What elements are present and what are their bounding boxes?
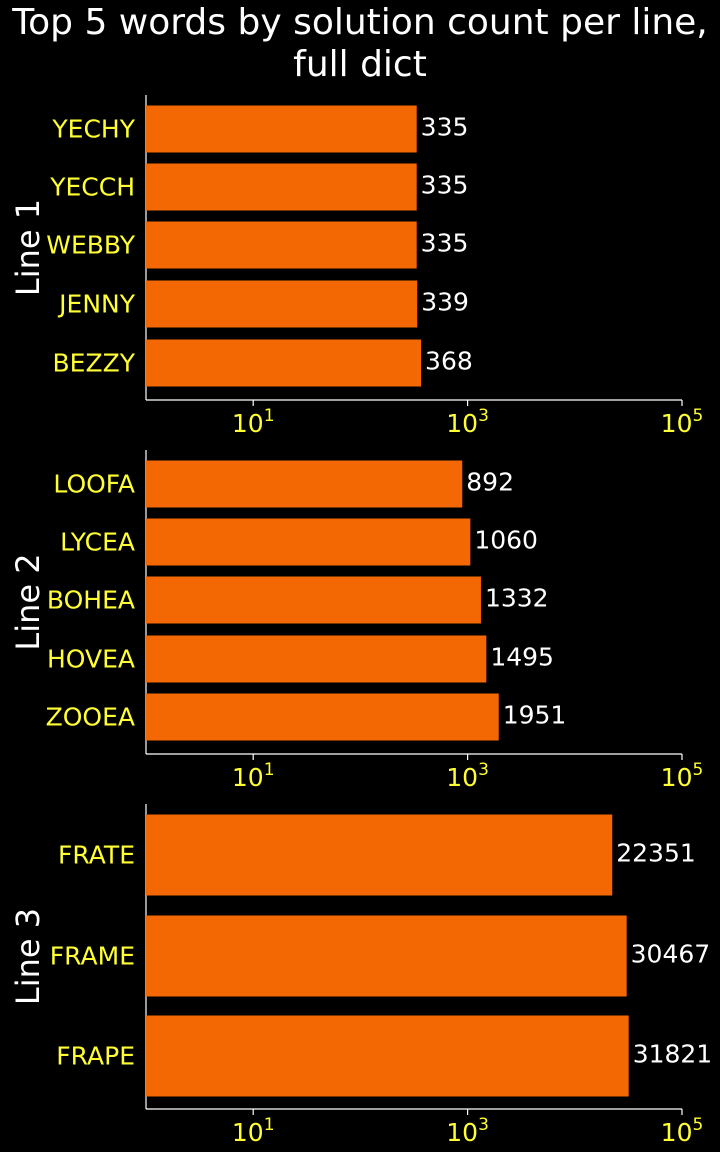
value-label: 335 <box>421 171 469 200</box>
bar <box>146 1015 629 1097</box>
value-label: 1332 <box>485 584 549 613</box>
bar <box>146 814 613 896</box>
value-label: 335 <box>421 229 469 258</box>
y-axis-label: Line 3 <box>9 908 47 1005</box>
value-label: 1951 <box>503 701 567 730</box>
value-label: 1495 <box>490 643 554 672</box>
category-label: FRAPE <box>56 1042 135 1071</box>
bar <box>146 163 417 211</box>
category-label: ZOOEA <box>46 703 135 732</box>
category-label: LOOFA <box>53 470 135 499</box>
bar <box>146 693 499 741</box>
bar <box>146 635 487 683</box>
bar <box>146 339 422 387</box>
bar <box>146 221 417 269</box>
category-label: BEZZY <box>53 349 136 378</box>
x-tick-label: 103 <box>446 406 489 438</box>
chart-panel-3: Line 3 FRATE 22351 FRAME 30467 FRAPE 31821 101 1… <box>9 804 712 1147</box>
chart-title-line-2: full dict <box>293 44 427 85</box>
bar <box>146 280 418 328</box>
x-tick-label: 105 <box>661 760 704 792</box>
value-label: 22351 <box>616 839 696 868</box>
x-tick-label: 101 <box>232 406 275 438</box>
y-axis-label: Line 2 <box>9 553 47 650</box>
category-label: FRATE <box>58 841 135 870</box>
category-label: WEBBY <box>46 231 135 260</box>
chart-panel-2: Line 2 LOOFA 892 LYCEA 1060 BOHEA 1332 HOVEA 149… <box>9 450 703 792</box>
x-tick-label: 103 <box>446 760 489 792</box>
bar <box>146 915 627 997</box>
chart-panel-1: Line 1 YECHY 335 YECCH 335 WEBBY 335 JENNY 339 BE… <box>9 95 703 438</box>
bar <box>146 518 471 566</box>
x-tick-label: 103 <box>446 1115 489 1147</box>
category-label: JENNY <box>57 290 136 319</box>
value-label: 1060 <box>474 526 538 555</box>
bar <box>146 460 463 508</box>
chart-title-line-1: Top 5 words by solution count per line, <box>11 2 708 43</box>
category-label: LYCEA <box>60 528 135 557</box>
x-tick-label: 101 <box>232 1115 275 1147</box>
bar <box>146 105 417 153</box>
category-label: YECHY <box>51 115 135 144</box>
category-label: YECCH <box>49 173 135 202</box>
value-label: 368 <box>425 347 473 376</box>
x-tick-label: 101 <box>232 760 275 792</box>
value-label: 31821 <box>633 1040 713 1069</box>
value-label: 339 <box>421 288 469 317</box>
x-tick-label: 105 <box>661 406 704 438</box>
category-label: HOVEA <box>47 645 135 674</box>
value-label: 335 <box>421 113 469 142</box>
y-axis-label: Line 1 <box>9 199 47 296</box>
value-label: 30467 <box>631 940 711 969</box>
x-tick-label: 105 <box>661 1115 704 1147</box>
category-label: FRAME <box>50 942 135 971</box>
category-label: BOHEA <box>47 586 135 615</box>
value-label: 892 <box>466 468 514 497</box>
chart-panels: Line 1 YECHY 335 YECCH 335 WEBBY 335 JENNY 339 BE… <box>9 95 712 1147</box>
bar <box>146 576 481 624</box>
